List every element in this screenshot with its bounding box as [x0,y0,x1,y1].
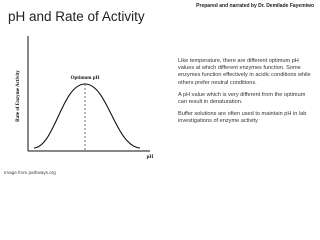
diagram: Optimum pH Rate of Enzyme Activity pH [16,36,154,160]
credit: Prepared and narrated by Dr. Demilade Fa… [196,3,314,9]
paragraph: A pH value which is very different from … [178,91,306,106]
paragraph: Like temperature, there are different op… [178,58,311,86]
peak-label: Optimum pH [71,76,100,81]
slide-title: pH and Rate of Activity [8,9,145,24]
x-axis-label: pH [147,155,154,160]
body-text: Like temperature, there are different op… [178,58,314,131]
y-axis-label: Rate of Enzyme Activity [16,70,21,122]
activity-curve [33,83,141,149]
slide: pH and Rate of Activity Prepared and nar… [4,3,314,175]
image-source: Image from pathways.org [4,170,56,175]
paragraph: Buffer solutions are often used to maint… [178,111,307,125]
